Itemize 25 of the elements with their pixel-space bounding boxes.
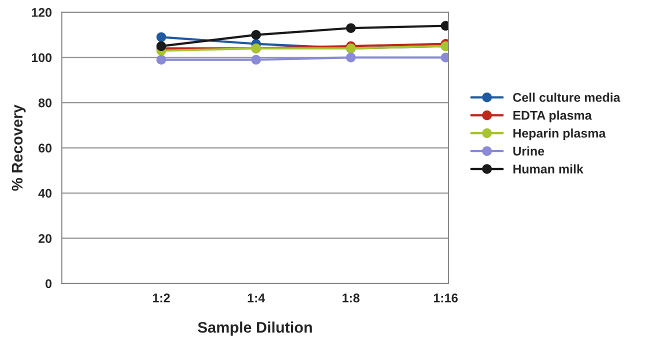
x-tick-label: 1:8: [342, 294, 360, 302]
legend-label: Urine: [513, 146, 544, 156]
x-tick-label: 1:4: [248, 294, 266, 302]
point: [251, 30, 261, 40]
legend-label: EDTA plasma: [513, 110, 592, 122]
y-tick-label: 60: [38, 144, 52, 153]
y-tick-label: 120: [32, 8, 52, 17]
point: [156, 41, 166, 52]
y-tick-label: 0: [46, 279, 52, 288]
y-tick-label: 100: [32, 53, 52, 62]
point: [346, 23, 356, 33]
y-tick-label: 20: [38, 234, 52, 243]
y-axis-title: % Recovery: [12, 104, 26, 191]
legend-label: Human milk: [513, 164, 584, 174]
x-tick-label: 1:16: [434, 294, 458, 302]
point: [346, 52, 356, 62]
x-tick-label: 1:2: [153, 294, 170, 302]
point: [156, 32, 166, 42]
x-axis-title: Sample Dilution: [198, 322, 312, 336]
point: [156, 54, 166, 65]
legend-label: Heparin plasma: [513, 128, 606, 140]
point: [251, 54, 261, 65]
y-tick-label: 80: [38, 98, 52, 108]
y-tick-label: 40: [38, 188, 52, 198]
legend-label: Cell culture media: [513, 92, 620, 102]
